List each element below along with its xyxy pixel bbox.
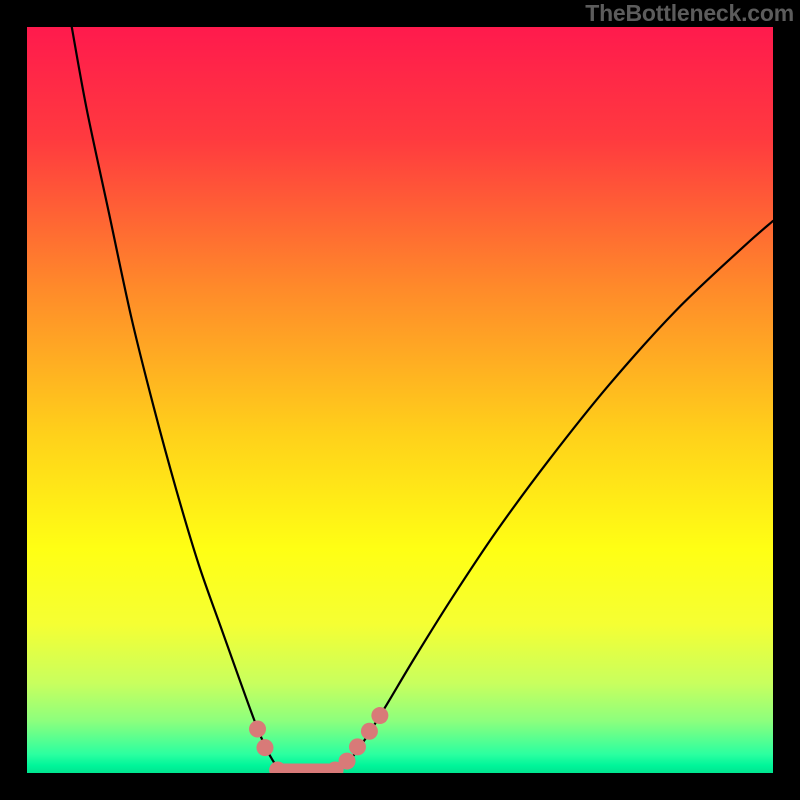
bottleneck-curve-plot [27,27,773,773]
watermark-text: TheBottleneck.com [585,0,794,27]
chart-frame: TheBottleneck.com [0,0,800,800]
